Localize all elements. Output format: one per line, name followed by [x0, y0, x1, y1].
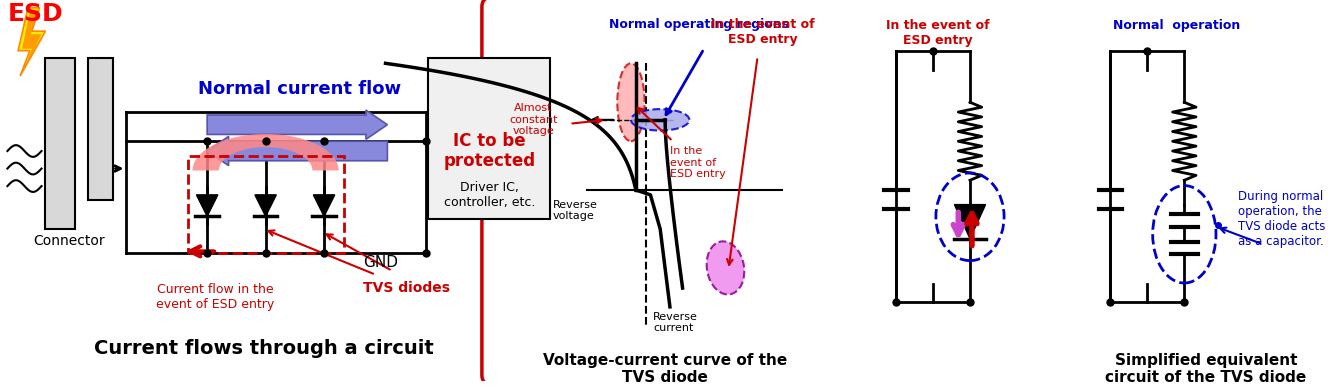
- Polygon shape: [197, 195, 218, 216]
- Text: Reverse
voltage: Reverse voltage: [553, 200, 599, 221]
- FancyArrow shape: [208, 110, 387, 139]
- FancyBboxPatch shape: [88, 59, 112, 200]
- Text: Normal  operation: Normal operation: [1113, 20, 1240, 32]
- FancyBboxPatch shape: [46, 59, 75, 229]
- FancyArrow shape: [208, 136, 387, 166]
- Text: GND: GND: [363, 255, 398, 270]
- Text: TVS diodes: TVS diodes: [363, 281, 450, 294]
- Text: Simplified equivalent
circuit of the TVS diode: Simplified equivalent circuit of the TVS…: [1105, 353, 1307, 385]
- Text: In the event of
ESD entry: In the event of ESD entry: [711, 18, 814, 45]
- Text: In the event of
ESD entry: In the event of ESD entry: [886, 20, 990, 47]
- FancyBboxPatch shape: [428, 59, 550, 219]
- Text: Current flow in the
event of ESD entry: Current flow in the event of ESD entry: [155, 283, 274, 310]
- FancyBboxPatch shape: [482, 0, 1312, 385]
- Polygon shape: [313, 195, 335, 216]
- Polygon shape: [193, 134, 339, 170]
- Polygon shape: [254, 195, 276, 216]
- Ellipse shape: [707, 241, 744, 294]
- Text: Normal operating regions: Normal operating regions: [609, 18, 789, 30]
- Ellipse shape: [631, 109, 690, 131]
- Polygon shape: [955, 204, 986, 239]
- Text: Connector: Connector: [33, 234, 104, 248]
- Text: Driver IC,
controller, etc.: Driver IC, controller, etc.: [445, 181, 536, 209]
- Ellipse shape: [617, 63, 644, 141]
- Text: IC to be
protected: IC to be protected: [443, 132, 536, 170]
- Text: Normal current flow: Normal current flow: [198, 80, 402, 98]
- Polygon shape: [19, 8, 46, 76]
- Text: ESD: ESD: [8, 2, 63, 26]
- Text: In the
event of
ESD entry: In the event of ESD entry: [670, 146, 726, 179]
- Text: Almost
constant
voltage: Almost constant voltage: [509, 103, 558, 136]
- Text: Reverse
current: Reverse current: [653, 312, 698, 334]
- Polygon shape: [21, 12, 42, 70]
- Text: During normal
operation, the
TVS diode acts
as a capacitor.: During normal operation, the TVS diode a…: [1239, 190, 1326, 248]
- Text: Current flows through a circuit: Current flows through a circuit: [94, 339, 434, 358]
- Text: Voltage-current curve of the
TVS diode: Voltage-current curve of the TVS diode: [542, 353, 787, 385]
